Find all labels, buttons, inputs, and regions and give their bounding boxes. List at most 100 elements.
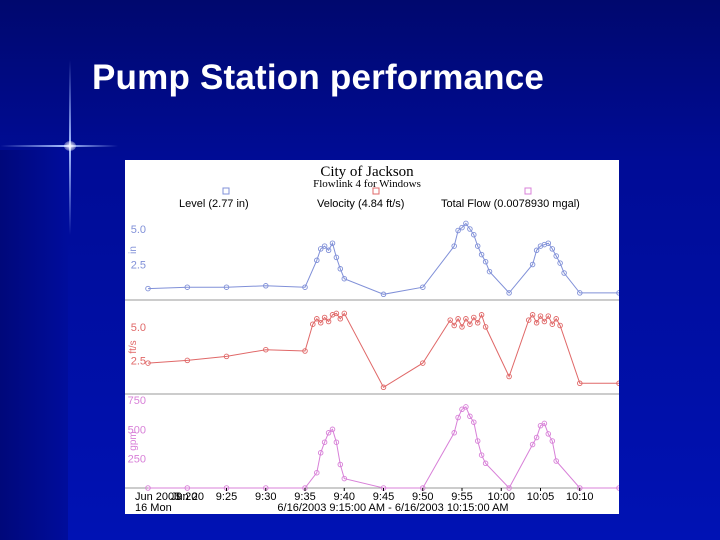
data-point-velocity [317,320,324,326]
data-point-level [506,290,512,296]
data-point-level [145,285,151,292]
legend-total-flow-label: Total Flow (0.0078930 mgal) [441,198,580,210]
data-point-total-flow [467,413,473,420]
data-point-total-flow [506,485,512,491]
data-point-level [329,240,336,246]
data-point-level [317,246,324,252]
data-point-level [549,246,556,252]
x-tick-label: 9:55 [451,491,472,503]
chart-subtitle: Flowlink 4 for Windows [313,178,421,190]
data-point-total-flow [482,460,489,467]
data-point-total-flow [145,485,151,491]
data-point-level [321,243,328,249]
data-point-velocity [553,316,559,322]
data-point-velocity [341,310,348,317]
data-point-total-flow [459,406,465,413]
sparkle-horizontal-line [0,145,118,147]
data-point-level [553,253,559,259]
data-point-velocity [557,322,563,329]
legend-velocity-label: Velocity (4.84 ft/s) [317,198,404,210]
x-range-label: 6/16/2003 9:15:00 AM - 6/16/2003 10:15:0… [277,502,508,514]
unit-label-total-flow: gpm [128,431,139,450]
data-point-level [545,240,552,246]
data-point-total-flow [463,404,469,410]
y-tick-label-total-flow: 500 [128,424,146,436]
unit-label-velocity: ft/s [128,340,139,353]
data-point-total-flow [549,438,556,444]
x-tick-label: 9:25 [216,491,237,503]
data-point-level [341,275,348,282]
data-point-level [529,261,536,268]
data-point-velocity [263,346,269,353]
data-point-level [459,224,465,231]
data-point-velocity [447,317,453,323]
data-point-velocity [302,348,308,354]
data-point-total-flow [553,458,559,464]
data-point-velocity [314,316,320,322]
data-point-total-flow [616,485,619,491]
data-point-level [314,257,320,264]
legend-marker [222,187,230,195]
y-tick-label-total-flow: 750 [128,395,146,407]
chart-title: City of Jackson [320,164,414,180]
slide-left-band [0,150,68,540]
data-point-velocity [474,320,481,326]
data-point-level [223,284,230,290]
series-line-level [147,222,619,295]
data-point-level [337,266,344,272]
data-point-level [333,254,340,261]
data-point-level [577,290,583,296]
data-point-total-flow [541,420,548,427]
data-point-velocity [451,322,457,329]
y-tick-label-velocity: 5.0 [131,322,146,334]
data-point-level [325,247,332,254]
data-point-total-flow [537,422,544,429]
x-tick-label: 10:05 [527,491,555,503]
data-point-velocity [537,313,544,319]
series-line-velocity [147,312,619,389]
data-point-total-flow [314,469,320,476]
x-tick-overlap: 9:20 [176,491,197,503]
data-point-velocity [380,384,387,391]
sparkle-star-icon [64,141,76,151]
data-point-velocity [467,321,473,327]
data-point-velocity [482,324,489,330]
slide-title: Pump Station performance [92,58,545,97]
data-point-velocity [321,314,328,321]
data-point-velocity [577,380,583,387]
legend-level-label: Level (2.77 in) [179,198,249,210]
data-point-velocity [525,317,532,323]
data-point-level [482,258,489,265]
data-point-velocity [533,320,540,326]
data-point-level [263,283,269,289]
data-point-total-flow [529,441,536,448]
y-tick-label-level: 5.0 [131,224,146,236]
data-point-level [455,227,461,234]
data-point-level [557,260,563,266]
data-point-velocity [478,312,485,318]
data-point-velocity [549,321,556,327]
data-point-level [486,268,493,275]
data-point-velocity [223,353,230,360]
data-point-total-flow [337,461,344,468]
x-date-bottom: 16 Mon [135,502,172,514]
legend-marker [372,187,380,195]
data-point-total-flow [329,426,336,433]
x-tick-label: 9:45 [373,491,394,503]
unit-label-level: in [128,246,139,254]
data-point-total-flow [474,438,481,444]
data-point-velocity [616,380,619,387]
series-line-total-flow [148,406,619,489]
data-point-level [533,247,540,254]
data-point-velocity [459,324,465,330]
x-tick-label: 10:00 [487,491,515,503]
data-point-level [463,220,469,227]
data-point-velocity [529,312,536,318]
flowlink-chart: City of Jackson Flowlink 4 for Windows L… [125,164,619,514]
data-point-velocity [333,310,340,317]
data-point-velocity [325,318,332,325]
data-point-level [420,284,426,290]
x-tick-first: Jun 20 [171,491,204,503]
data-point-total-flow [545,431,552,437]
data-point-total-flow [478,452,485,458]
